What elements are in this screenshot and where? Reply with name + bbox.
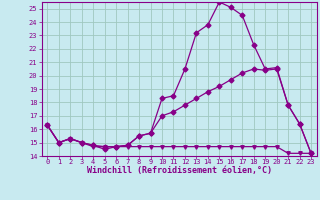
X-axis label: Windchill (Refroidissement éolien,°C): Windchill (Refroidissement éolien,°C) (87, 166, 272, 175)
